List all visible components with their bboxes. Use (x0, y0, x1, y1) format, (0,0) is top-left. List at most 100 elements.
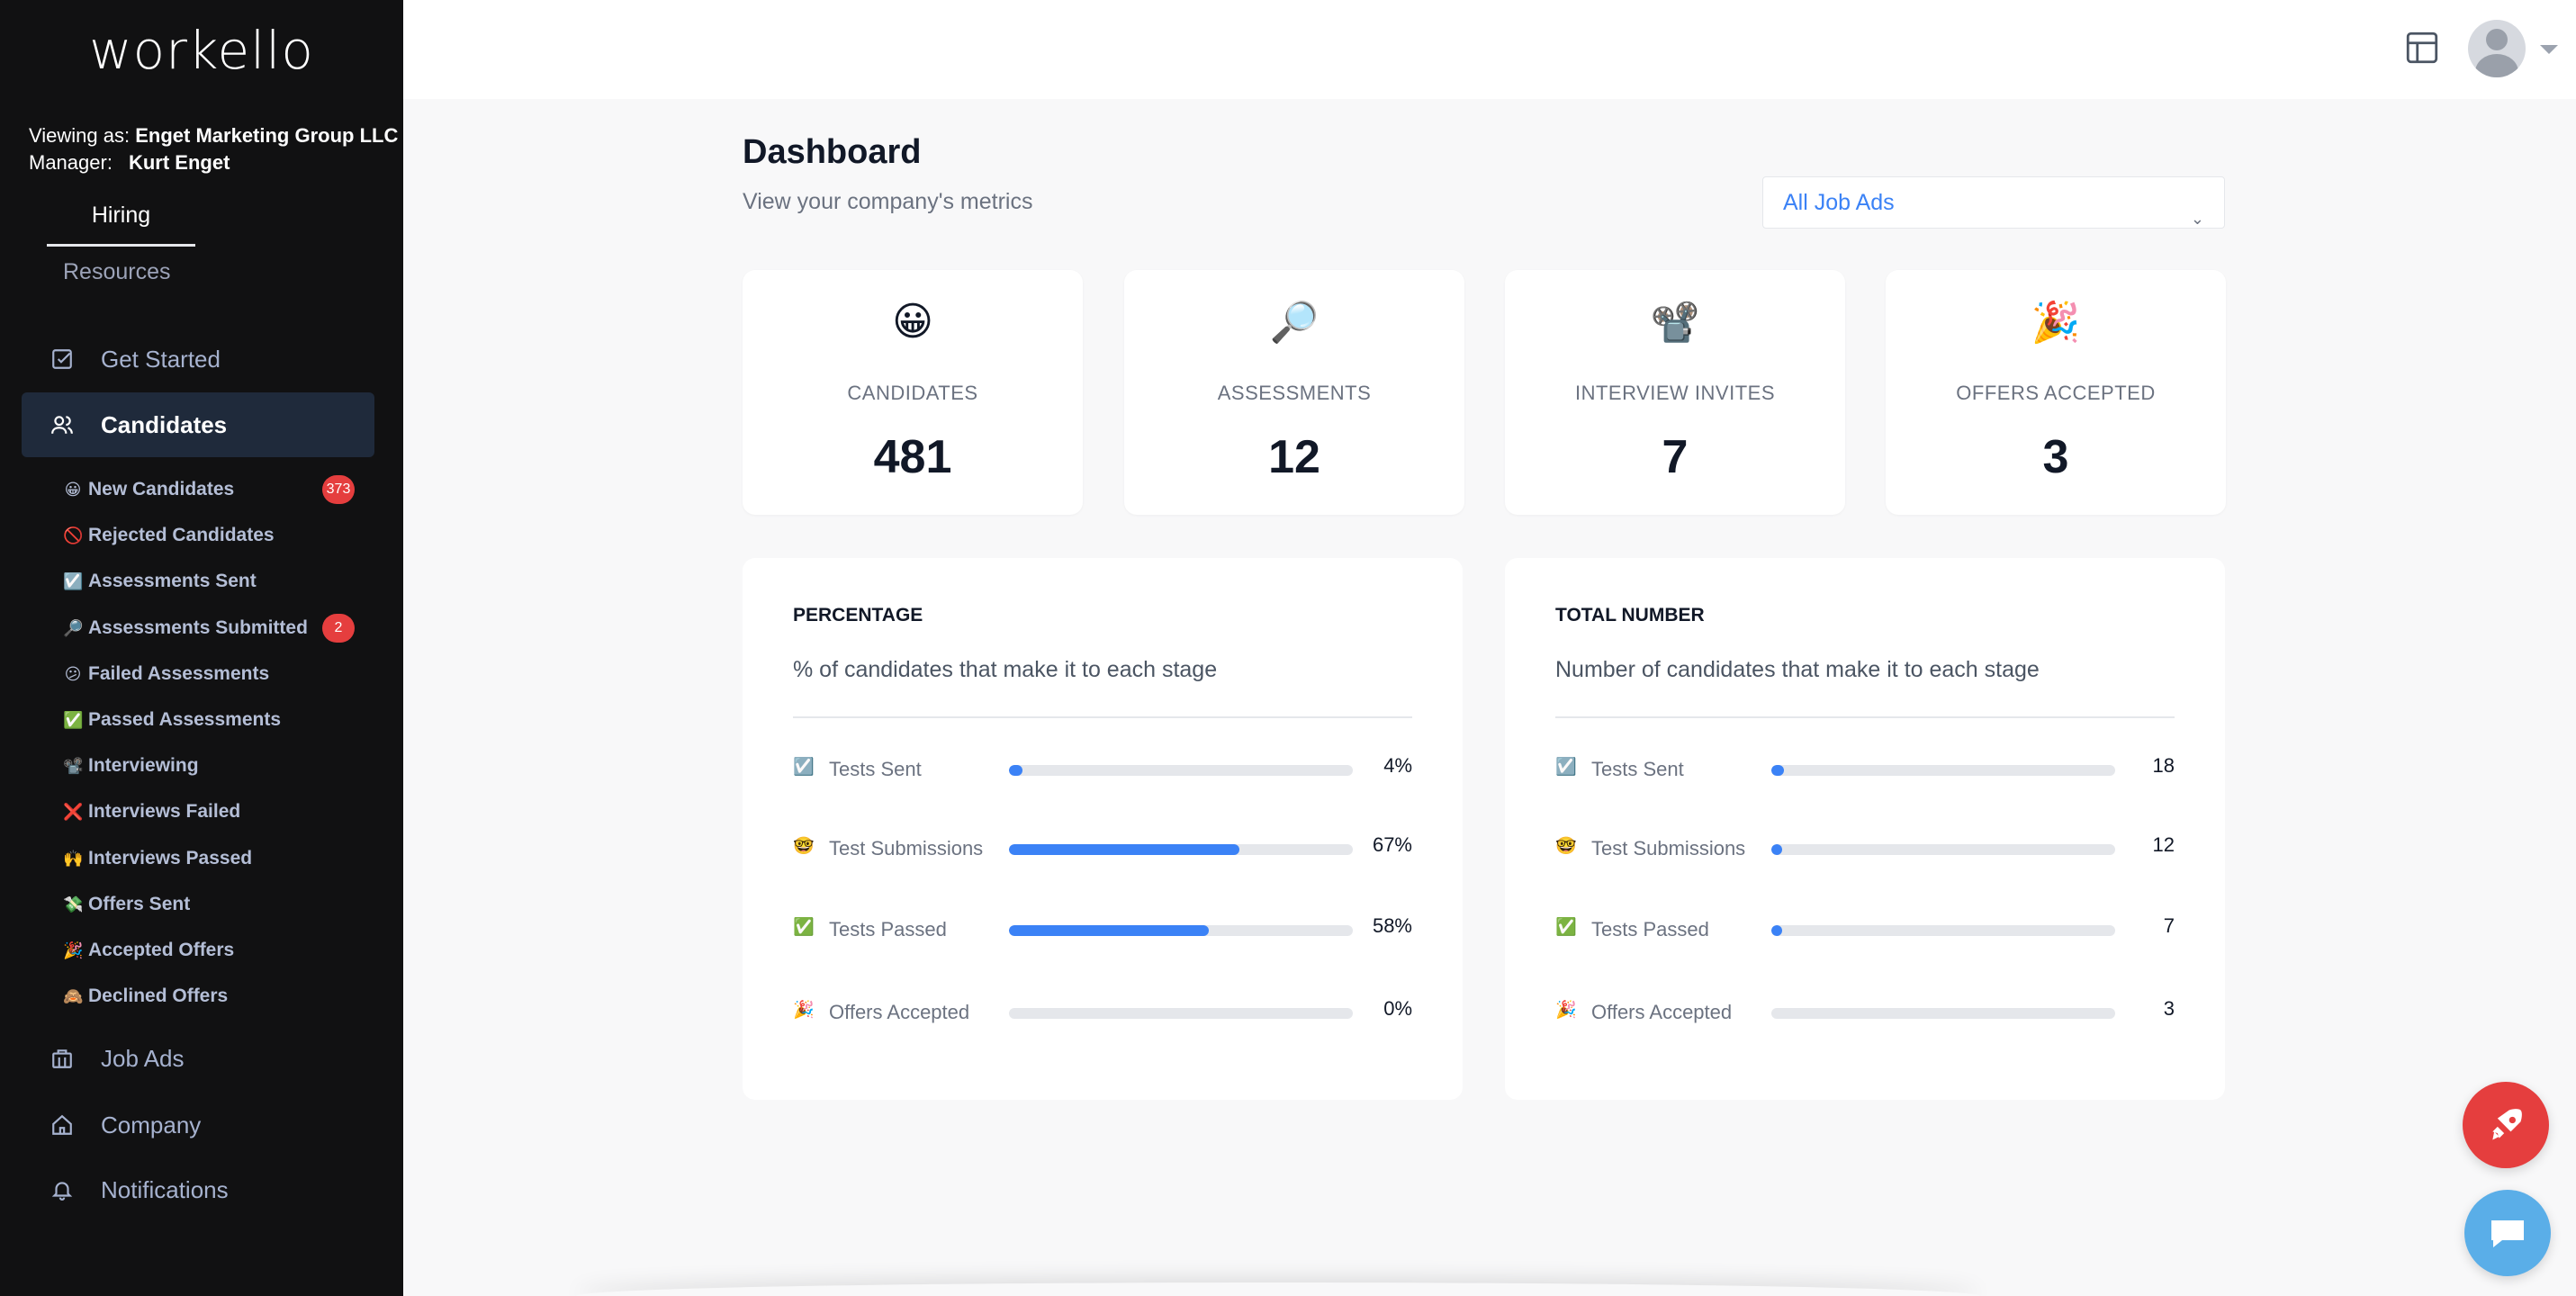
candidate-list-item[interactable]: 🙌 Interviews Passed (63, 848, 252, 869)
candidate-list-label: Assessments Submitted (88, 617, 308, 638)
stage-value: 7 (2163, 914, 2175, 937)
metric-label: OFFERS ACCEPTED (1956, 382, 2156, 404)
panel-description: Number of candidates that make it to eac… (1555, 657, 2040, 682)
stage-label: Tests Sent (829, 758, 922, 780)
app-logo[interactable]: workello (89, 20, 314, 81)
chat-button[interactable] (2464, 1190, 2551, 1276)
list-emoji-icon: 🔎 (63, 618, 84, 637)
rocket-icon (2492, 1109, 2522, 1140)
candidate-list-item[interactable]: ☑️ Assessments Sent (63, 571, 257, 592)
metric-emoji-icon: 🎉 (2031, 301, 2081, 345)
stage-emoji-icon: ✅ (1555, 918, 1577, 937)
candidate-list-item[interactable]: 🔎 Assessments Submitted (63, 617, 308, 639)
stage-value: 18 (2152, 754, 2175, 777)
panel-description: % of candidates that make it to each sta… (793, 657, 1218, 682)
list-emoji-icon: 🙈 (63, 986, 84, 1005)
candidate-list-item[interactable]: 📽️ Interviewing (63, 755, 199, 777)
user-avatar[interactable] (2468, 20, 2526, 77)
candidate-list-item[interactable]: 😀 New Candidates (63, 479, 235, 500)
list-emoji-icon: 😀 (64, 480, 82, 499)
layout-icon[interactable] (2403, 29, 2441, 67)
list-emoji-icon: 🎉 (63, 940, 84, 959)
list-emoji-icon: ☑️ (63, 572, 84, 590)
candidate-list-label: Rejected Candidates (88, 525, 275, 545)
divider (793, 716, 1412, 718)
tab-hiring[interactable]: Hiring (47, 200, 195, 247)
panel-title: TOTAL NUMBER (1555, 605, 1705, 626)
panel-title: PERCENTAGE (793, 605, 923, 626)
job-ads-select-value: All Job Ads (1783, 190, 1895, 215)
sidebar: workello Viewing as: Enget Marketing Gro… (0, 0, 403, 1296)
stage-value: 4% (1383, 754, 1412, 777)
nav-job-ads[interactable]: Job Ads (22, 1026, 374, 1091)
candidate-list-item[interactable]: ✅ Passed Assessments (63, 709, 281, 731)
chevron-down-icon[interactable] (2540, 45, 2558, 54)
nav-get-started[interactable]: Get Started (22, 327, 374, 392)
metric-value: 12 (1268, 431, 1320, 483)
candidate-list-item[interactable]: ❌ Interviews Failed (63, 801, 240, 823)
nav-notifications-label: Notifications (101, 1175, 229, 1203)
stage-emoji-icon: ☑️ (793, 758, 815, 777)
nav-company[interactable]: Company (22, 1093, 374, 1157)
stage-row: ✅ Tests Passed 58% (793, 911, 1412, 947)
manager-label: Manager: (29, 151, 113, 174)
progress-track (1771, 1008, 2115, 1019)
account-info: Viewing as: Enget Marketing Group LLC Ma… (29, 122, 398, 176)
chevron-down-icon: ⌄ (2190, 210, 2204, 228)
list-emoji-icon: 🙌 (63, 849, 84, 868)
job-ads-select[interactable]: All Job Ads ⌄ (1762, 176, 2225, 229)
nav-get-started-label: Get Started (101, 345, 221, 373)
metric-label: CANDIDATES (847, 382, 978, 404)
count-badge: 373 (322, 475, 355, 504)
candidate-list-item[interactable]: 💸 Offers Sent (63, 894, 190, 915)
stage-label: Tests Passed (829, 918, 947, 940)
nav-candidates[interactable]: Candidates (22, 392, 374, 457)
metric-value: 481 (873, 431, 952, 483)
metric-card: 📽️ INTERVIEW INVITES 7 (1505, 270, 1845, 515)
candidate-list-label: Failed Assessments (88, 663, 270, 684)
candidate-list-item[interactable]: 🙈 Declined Offers (63, 986, 228, 1007)
tab-resources[interactable]: Resources (63, 259, 171, 284)
metric-card: 🔎 ASSESSMENTS 12 (1124, 270, 1464, 515)
list-emoji-icon: 💸 (63, 895, 84, 914)
stage-label: Offers Accepted (1591, 1001, 1733, 1023)
viewing-label: Viewing as: (29, 124, 131, 147)
metric-label: ASSESSMENTS (1217, 382, 1372, 404)
nav-company-label: Company (101, 1111, 202, 1138)
stage-emoji-icon: 🎉 (1555, 1001, 1577, 1020)
stage-value: 12 (2152, 833, 2175, 856)
candidate-list-item[interactable]: 🚫 Rejected Candidates (63, 525, 275, 546)
progress-track (1771, 765, 2115, 776)
candidate-list-item[interactable]: 😕 Failed Assessments (63, 663, 270, 685)
metric-value: 3 (2042, 431, 2069, 483)
progress-fill (1771, 765, 1784, 776)
stage-emoji-icon: 🎉 (793, 1001, 815, 1020)
stage-label: Test Submissions (829, 837, 984, 860)
rocket-button[interactable] (2463, 1082, 2549, 1168)
divider (1555, 716, 2175, 718)
stage-emoji-icon: 🤓 (793, 837, 815, 856)
top-bar (403, 0, 2576, 99)
list-emoji-icon: 🚫 (63, 526, 84, 544)
stage-emoji-icon: 🤓 (1555, 837, 1577, 856)
stage-row: 🤓 Test Submissions 12 (1555, 830, 2175, 866)
candidate-list-label: Assessments Sent (88, 571, 257, 591)
progress-fill (1009, 765, 1022, 776)
briefcase-icon (50, 1047, 74, 1070)
progress-track (1009, 844, 1353, 855)
checkbox-icon (50, 347, 74, 371)
candidate-list-item[interactable]: 🎉 Accepted Offers (63, 940, 234, 961)
metric-emoji-icon: 📽️ (1650, 301, 1700, 345)
page-title: Dashboard (743, 133, 922, 171)
metric-label: INTERVIEW INVITES (1574, 382, 1775, 404)
page-subtitle: View your company's metrics (743, 189, 1033, 214)
stage-value: 0% (1383, 997, 1412, 1020)
nav-candidates-label: Candidates (101, 410, 228, 438)
metric-emoji-icon: 😀 (892, 300, 933, 344)
home-icon (50, 1113, 74, 1137)
list-emoji-icon: 😕 (64, 664, 82, 683)
stage-row: ☑️ Tests Sent 18 (1555, 751, 2175, 787)
nav-notifications[interactable]: Notifications (22, 1157, 374, 1222)
metric-card: 🎉 OFFERS ACCEPTED 3 (1886, 270, 2226, 515)
progress-fill (1771, 925, 1782, 936)
